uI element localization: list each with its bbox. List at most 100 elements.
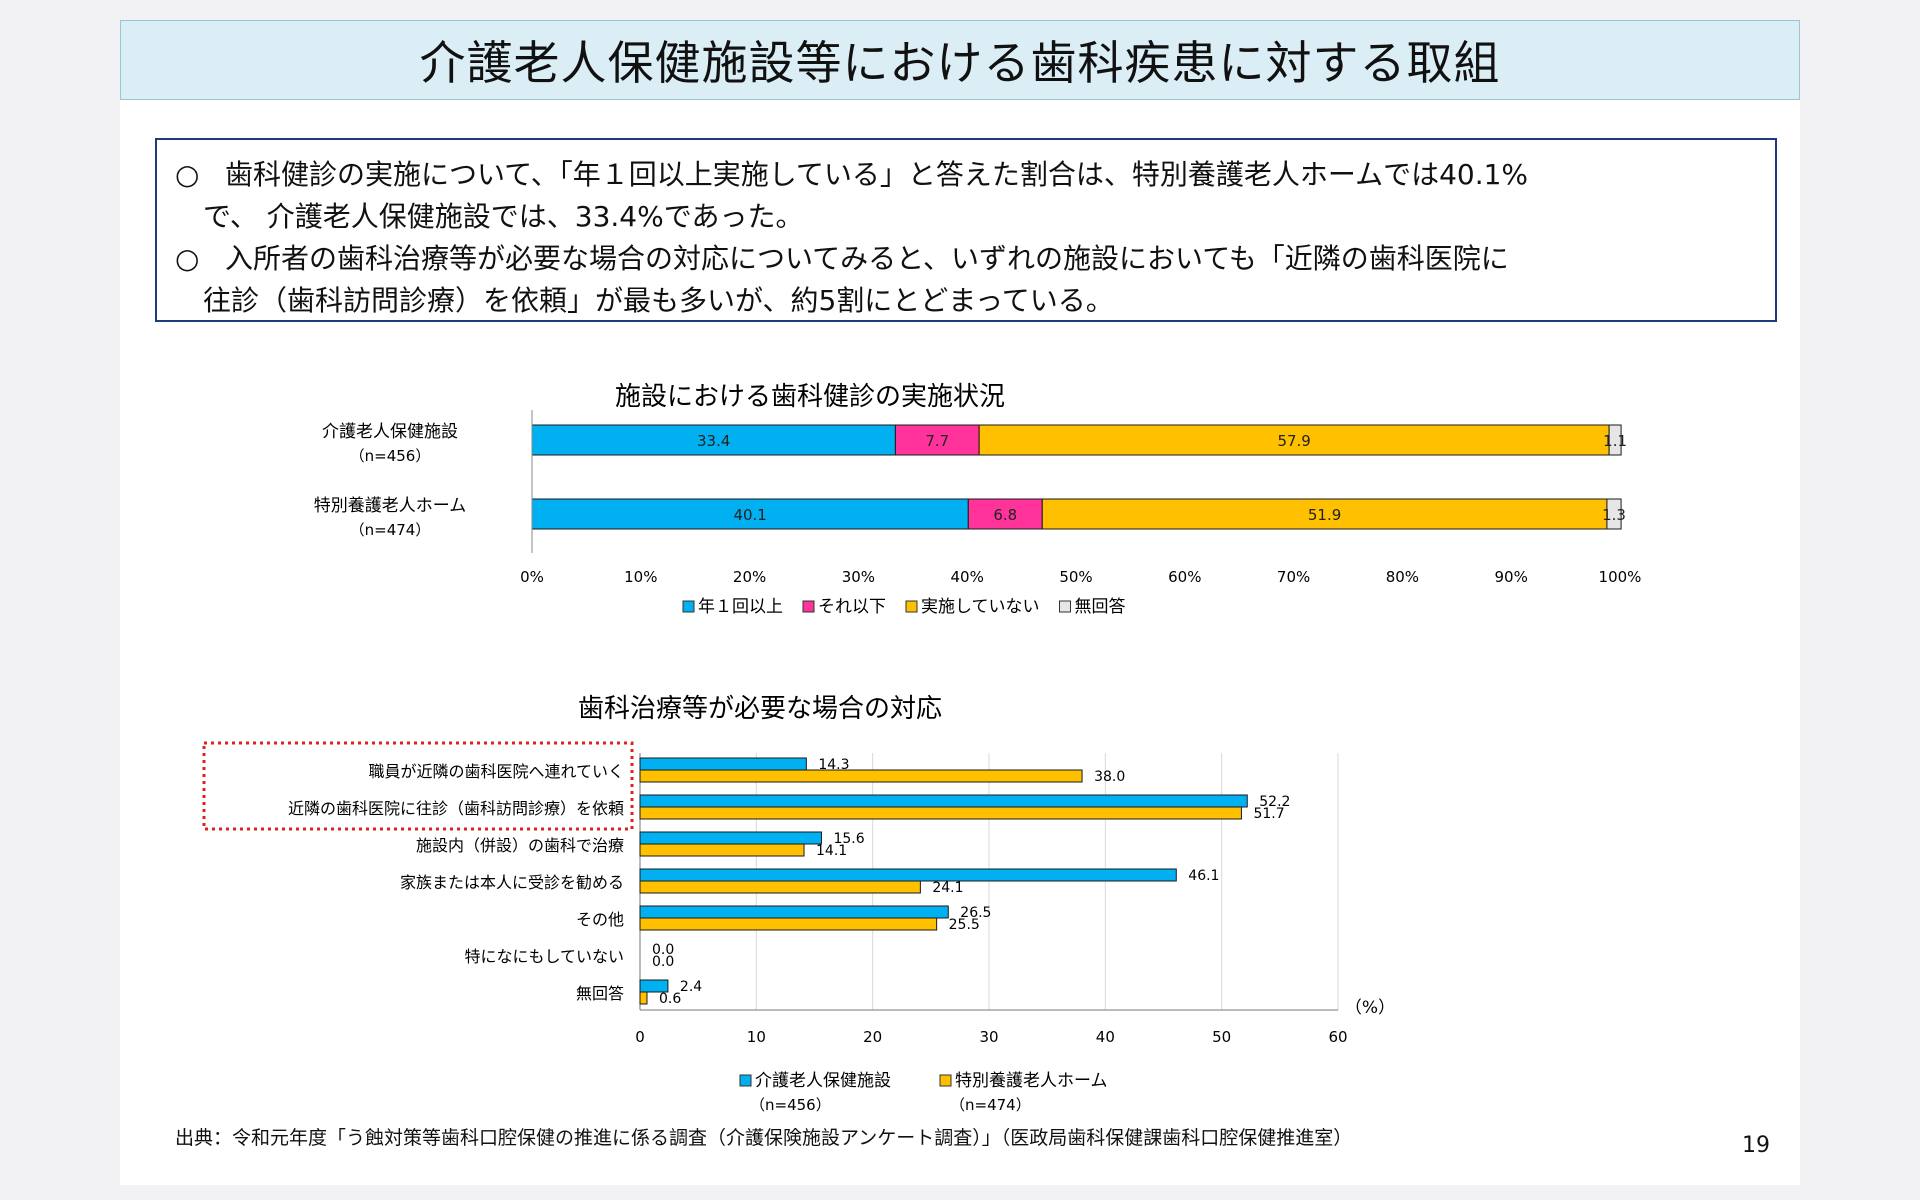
summary-point-2: ○ 入所者の歯科治療等が必要な場合の対応についてみると、いずれの施設においても「近… — [175, 238, 1757, 280]
chart1-tick-label: 60% — [1168, 568, 1201, 586]
chart1-title: 施設における歯科健診の実施状況 — [615, 382, 1005, 412]
chart2-data-label: 14.3 — [818, 757, 849, 773]
chart1-category-label: 特別養護老人ホーム — [314, 496, 467, 516]
chart2-data-label: 51.7 — [1253, 806, 1284, 822]
chart1-legend-swatch — [682, 600, 695, 613]
summary-text-1: 歯科健診の実施について、「年１回以上実施している」と答えた割合は、特別養護老人ホ… — [225, 158, 1529, 191]
chart1-tick-label: 100% — [1599, 568, 1642, 586]
chart1-tick-label: 70% — [1277, 568, 1310, 586]
chart2-legend-sub: （n=456） — [750, 1096, 831, 1114]
chart2-title: 歯科治療等が必要な場合の対応 — [578, 694, 942, 724]
chart2-data-label: 0.0 — [652, 942, 674, 958]
chart2-tick-label: 30 — [979, 1028, 998, 1046]
chart1-tick-label: 20% — [733, 568, 766, 586]
chart1-data-label: 40.1 — [733, 506, 766, 524]
chart2-data-label: 24.1 — [932, 880, 963, 896]
chart1-tick-label: 90% — [1495, 568, 1528, 586]
chart2-tick-label: 40 — [1096, 1028, 1115, 1046]
chart1-bar-segment — [967, 498, 1043, 530]
chart1-legend-label: 年１回以上 — [698, 597, 783, 617]
title-bar: 介護老人保健施設等における歯科疾患に対する取組 — [120, 20, 1800, 100]
highlight-box — [202, 741, 634, 831]
chart1-legend-label: 無回答 — [1075, 597, 1126, 617]
chart2-tick-label: 20 — [863, 1028, 882, 1046]
chart1-category-sub: （n=456） — [350, 447, 431, 465]
chart2-tick-label: 0 — [635, 1028, 645, 1046]
chart1-bar-segment — [978, 424, 1610, 456]
chart1-legend-swatch — [1059, 600, 1071, 613]
chart2-bar — [639, 880, 921, 894]
chart2-data-label: 15.6 — [833, 831, 864, 847]
chart2-bar — [639, 806, 1242, 820]
chart1-tick-label: 10% — [624, 568, 657, 586]
chart2-data-label: 25.5 — [949, 917, 980, 933]
chart1-legend-label: 実施していない — [921, 597, 1040, 617]
chart2-bar — [639, 769, 1083, 783]
chart2-data-label: 46.1 — [1188, 868, 1219, 884]
chart1-data-label: 1.1 — [1603, 432, 1627, 450]
chart2-category-label: その他 — [576, 910, 624, 929]
chart2-data-label: 2.4 — [680, 979, 702, 995]
checkup-status-chart: 施設における歯科健診の実施状況 33.4 7.7 57.9 1.1 介護老人保健施設 （n=… — [314, 382, 1642, 617]
chart1-tick-label: 50% — [1059, 568, 1092, 586]
chart1-tick-label: 40% — [951, 568, 984, 586]
chart2-bar — [639, 843, 805, 857]
chart1-data-label: 6.8 — [993, 506, 1017, 524]
circle-bullet-icon: ○ — [175, 242, 200, 275]
chart2-data-label: 38.0 — [1094, 769, 1125, 785]
chart2-data-label: 0.0 — [652, 954, 674, 970]
chart1-bar-segment — [1041, 498, 1608, 530]
chart2-category-label: 無回答 — [576, 984, 624, 1003]
chart2-bar — [639, 757, 807, 771]
chart2-category-label: 職員が近隣の歯科医院へ連れていく — [368, 762, 624, 781]
chart1-data-label: 33.4 — [697, 432, 730, 450]
chart2-bar — [639, 794, 1248, 808]
chart2-legend-label: 特別養護老人ホーム — [955, 1071, 1108, 1091]
chart1-legend-label: それ以下 — [818, 597, 886, 617]
slide: 介護老人保健施設等における歯科疾患に対する取組 ○ 歯科健診の実施について、「年１… — [120, 20, 1800, 1185]
chart1-category-sub: （n=474） — [350, 521, 431, 539]
chart2-legend-swatch — [939, 1074, 952, 1087]
chart2-bar — [639, 868, 1177, 882]
chart1-data-label: 51.9 — [1308, 506, 1341, 524]
chart2-bar — [639, 905, 949, 919]
chart2-legend-sub: （n=474） — [950, 1096, 1031, 1114]
chart1-bar-segment — [894, 424, 980, 456]
summary-text-2: 入所者の歯科治療等が必要な場合の対応についてみると、いずれの施設においても「近隣… — [225, 242, 1509, 275]
chart2-data-label: 0.6 — [659, 991, 681, 1007]
chart1-bar-segment — [1608, 424, 1622, 456]
chart2-unit-label: （%） — [1345, 998, 1395, 1018]
page-title: 介護老人保健施設等における歯科疾患に対する取組 — [419, 36, 1501, 90]
chart2-bar — [639, 917, 938, 931]
chart2-data-label: 14.1 — [816, 843, 847, 859]
chart2-bar — [639, 979, 669, 993]
summary-cont-1: で、 介護老人保健施設では、33.4%であった。 — [203, 200, 804, 233]
chart2-data-label: 26.5 — [960, 905, 991, 921]
chart2-category-label: 家族または本人に受診を勧める — [400, 873, 624, 892]
chart1-tick-label: 30% — [842, 568, 875, 586]
chart2-tick-label: 50 — [1212, 1028, 1231, 1046]
chart1-data-label: 1.3 — [1602, 506, 1626, 524]
chart1-tick-label: 0% — [520, 568, 544, 586]
summary-point-1: ○ 歯科健診の実施について、「年１回以上実施している」と答えた割合は、特別養護老人… — [175, 154, 1757, 196]
chart2-category-label: 近隣の歯科医院に往診（歯科訪問診療）を依頼 — [288, 799, 624, 818]
treatment-response-chart: 歯科治療等が必要な場合の対応 0 10 20 30 40 50 60 （%） 14.3 38.0 職員… — [202, 694, 1395, 1114]
chart2-category-label: 特になにもしていない — [464, 947, 624, 966]
chart2-tick-label: 60 — [1328, 1028, 1347, 1046]
chart2-tick-label: 10 — [747, 1028, 766, 1046]
chart1-legend-swatch — [905, 600, 918, 613]
chart2-data-label: 52.2 — [1259, 794, 1290, 810]
chart1-bar-segment — [531, 424, 896, 456]
summary-box: ○ 歯科健診の実施について、「年１回以上実施している」と答えた割合は、特別養護老人… — [155, 138, 1777, 322]
chart2-bar — [639, 831, 822, 845]
chart2-legend-label: 介護老人保健施設 — [755, 1071, 891, 1091]
page-number: 19 — [1742, 1133, 1770, 1158]
chart1-data-label: 57.9 — [1277, 432, 1310, 450]
chart2-bar — [639, 991, 648, 1005]
source-note: 出典：令和元年度「う蝕対策等歯科口腔保健の推進に係る調査（介護保険施設アンケート… — [175, 1127, 1353, 1149]
chart1-tick-label: 80% — [1386, 568, 1419, 586]
chart2-legend-swatch — [739, 1074, 752, 1087]
chart1-legend-swatch — [802, 600, 815, 613]
circle-bullet-icon: ○ — [175, 158, 200, 191]
chart2-category-label: 施設内（併設）の歯科で治療 — [416, 836, 624, 855]
